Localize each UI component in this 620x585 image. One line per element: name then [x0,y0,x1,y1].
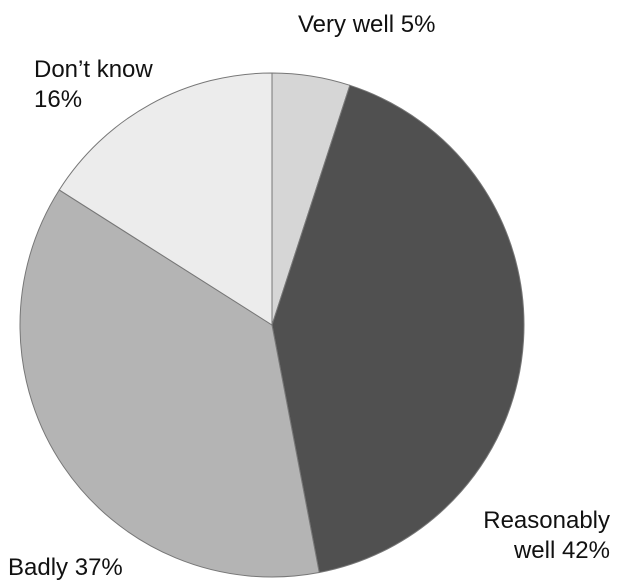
category-label: Very well [298,11,395,38]
value-label: 16% [34,86,83,113]
category-label: Reasonably well [483,507,610,564]
value-label: 5% [400,11,436,38]
pie-slice [58,72,273,326]
pie-slice [271,84,525,574]
slice-label: Badly 37% [8,553,208,583]
category-label: Badly [8,554,69,581]
slice-label: Very well 5% [298,10,498,40]
category-label: Don’t know [34,56,153,83]
slice-label: Reasonably well 42% [440,506,610,566]
pie-slice [19,189,320,578]
value-label: 42% [561,537,610,564]
value-label: 37% [74,554,123,581]
slice-label: Don’t know 16% [34,55,164,115]
